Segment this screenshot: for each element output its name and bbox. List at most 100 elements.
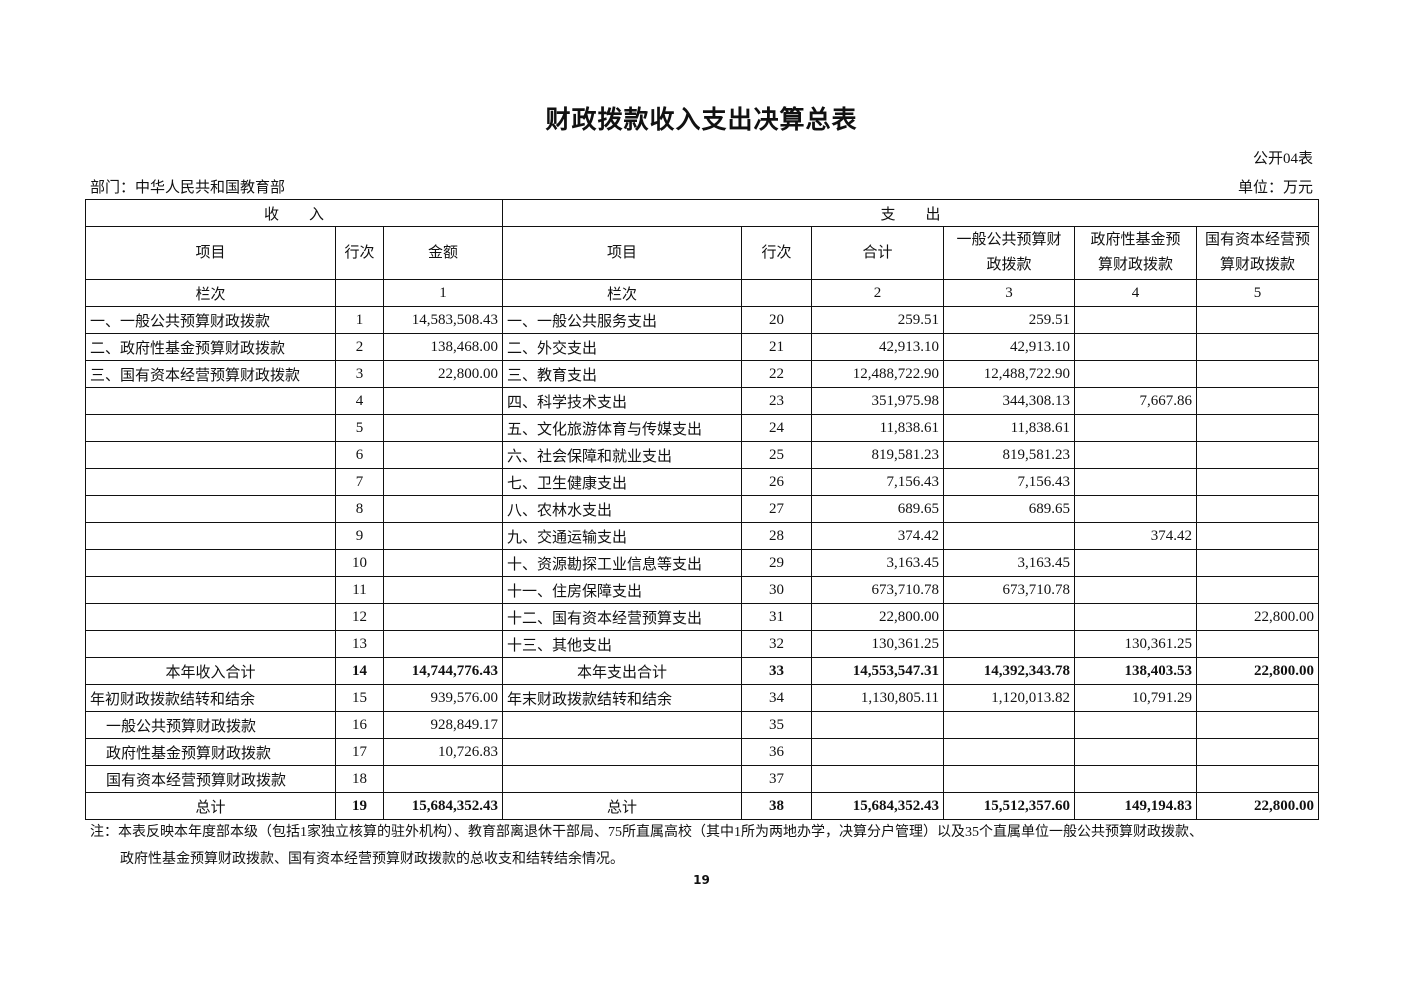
income-item-header: 项目 — [85, 226, 336, 280]
state-capital-amount — [1196, 522, 1320, 550]
expense-row-no: 27 — [741, 495, 813, 523]
expense-item — [502, 738, 743, 766]
expense-row-no: 34 — [741, 684, 813, 712]
fund-budget-header: 政府性基金预算财政拨款 — [1074, 226, 1198, 280]
general-budget-amount: 259.51 — [943, 306, 1076, 334]
general-budget-amount: 819,581.23 — [943, 441, 1076, 469]
income-item: 本年收入合计 — [85, 657, 336, 685]
expense-row-no: 21 — [741, 333, 813, 361]
col-5: 5 — [1196, 279, 1320, 307]
table-row: 8 八、农林水支出 27 689.65 689.65 — [85, 495, 1320, 523]
income-item: 国有资本经营预算财政拨款 — [85, 765, 336, 793]
fund-budget-amount — [1074, 414, 1198, 442]
table-row: 4 四、科学技术支出 23 351,975.98 344,308.13 7,667.86 — [85, 387, 1320, 415]
state-capital-amount — [1196, 630, 1320, 658]
expense-total: 1,130,805.11 — [811, 684, 945, 712]
expense-row-no: 26 — [741, 468, 813, 496]
income-amount: 939,576.00 — [382, 684, 504, 712]
income-item — [85, 387, 336, 415]
expense-total: 11,838.61 — [811, 414, 945, 442]
expense-row-no: 32 — [741, 630, 813, 658]
general-budget-amount — [943, 711, 1076, 739]
expense-item: 十、资源勘探工业信息等支出 — [502, 549, 743, 577]
total-header: 合计 — [811, 226, 945, 280]
expense-row-no: 33 — [741, 657, 813, 685]
expense-total: 14,553,547.31 — [811, 657, 945, 685]
state-capital-amount — [1196, 738, 1320, 766]
income-amount — [382, 495, 504, 523]
state-capital-amount — [1196, 387, 1320, 415]
general-budget-amount: 14,392,343.78 — [943, 657, 1076, 685]
income-item — [85, 522, 336, 550]
expense-total: 259.51 — [811, 306, 945, 334]
income-row-no: 17 — [335, 738, 384, 766]
expense-total: 3,163.45 — [811, 549, 945, 577]
income-amount — [382, 549, 504, 577]
income-row-no: 11 — [335, 576, 384, 604]
state-capital-amount — [1196, 360, 1320, 388]
income-amount: 22,800.00 — [382, 360, 504, 388]
fund-budget-amount — [1074, 360, 1198, 388]
expense-row-no: 30 — [741, 576, 813, 604]
fund-budget-amount — [1074, 468, 1198, 496]
general-budget-amount: 42,913.10 — [943, 333, 1076, 361]
fund-budget-amount: 130,361.25 — [1074, 630, 1198, 658]
general-budget-amount: 12,488,722.90 — [943, 360, 1076, 388]
state-capital-amount — [1196, 684, 1320, 712]
table-row: 一、一般公共预算财政拨款 1 14,583,508.43 一、一般公共服务支出 20 25… — [85, 306, 1320, 334]
income-row-no: 9 — [335, 522, 384, 550]
expense-item: 总计 — [502, 792, 743, 820]
footnote-line-1: 注：本表反映本年度部本级（包括1家独立核算的驻外机构）、教育部离退休干部局、75… — [90, 825, 1203, 840]
income-item: 总计 — [85, 792, 336, 820]
table-row: 10 十、资源勘探工业信息等支出 29 3,163.45 3,163.45 — [85, 549, 1320, 577]
income-item: 一般公共预算财政拨款 — [85, 711, 336, 739]
state-capital-amount: 22,800.00 — [1196, 603, 1320, 631]
income-item: 年初财政拨款结转和结余 — [85, 684, 336, 712]
income-item: 一、一般公共预算财政拨款 — [85, 306, 336, 334]
general-budget-amount — [943, 603, 1076, 631]
expense-item: 九、交通运输支出 — [502, 522, 743, 550]
expense-item: 六、社会保障和就业支出 — [502, 441, 743, 469]
expense-total: 374.42 — [811, 522, 945, 550]
expense-total — [811, 711, 945, 739]
income-amount — [382, 468, 504, 496]
general-budget-header: 一般公共预算财政拨款 — [943, 226, 1076, 280]
general-budget-amount: 11,838.61 — [943, 414, 1076, 442]
expense-row-no: 22 — [741, 360, 813, 388]
expense-item — [502, 765, 743, 793]
fund-budget-amount — [1074, 306, 1198, 334]
table-row: 13 十三、其他支出 32 130,361.25 130,361.25 — [85, 630, 1320, 658]
income-row-no: 19 — [335, 792, 384, 820]
table-row: 政府性基金预算财政拨款 17 10,726.83 36 — [85, 738, 1320, 766]
state-capital-amount — [1196, 576, 1320, 604]
table-row: 三、国有资本经营预算财政拨款 3 22,800.00 三、教育支出 22 12,488,7… — [85, 360, 1320, 388]
page-number: 19 — [693, 873, 710, 887]
expense-item: 一、一般公共服务支出 — [502, 306, 743, 334]
general-budget-amount: 689.65 — [943, 495, 1076, 523]
expense-item: 四、科学技术支出 — [502, 387, 743, 415]
expense-total — [811, 738, 945, 766]
col-1: 1 — [382, 279, 504, 307]
general-budget-amount — [943, 765, 1076, 793]
income-amount — [382, 765, 504, 793]
income-row-no: 1 — [335, 306, 384, 334]
state-capital-amount — [1196, 549, 1320, 577]
fiscal-appropriation-table: 收 入 支 出 项目 行次 金额 项目 行次 合计 一般公共预算财政拨款 政府性… — [84, 199, 1320, 820]
income-amount — [382, 576, 504, 604]
income-amount — [382, 603, 504, 631]
department-label: 部门：中华人民共和国教育部 — [90, 180, 286, 196]
expense-row-no: 28 — [741, 522, 813, 550]
fund-budget-amount — [1074, 738, 1198, 766]
empty-cell — [741, 279, 813, 307]
income-item — [85, 603, 336, 631]
income-item — [85, 414, 336, 442]
expense-total: 12,488,722.90 — [811, 360, 945, 388]
general-budget-amount: 344,308.13 — [943, 387, 1076, 415]
general-budget-amount — [943, 738, 1076, 766]
expense-item: 五、文化旅游体育与传媒支出 — [502, 414, 743, 442]
general-budget-amount — [943, 630, 1076, 658]
fund-budget-amount: 7,667.86 — [1074, 387, 1198, 415]
expense-row-no: 23 — [741, 387, 813, 415]
table-row: 11 十一、住房保障支出 30 673,710.78 673,710.78 — [85, 576, 1320, 604]
income-item — [85, 576, 336, 604]
